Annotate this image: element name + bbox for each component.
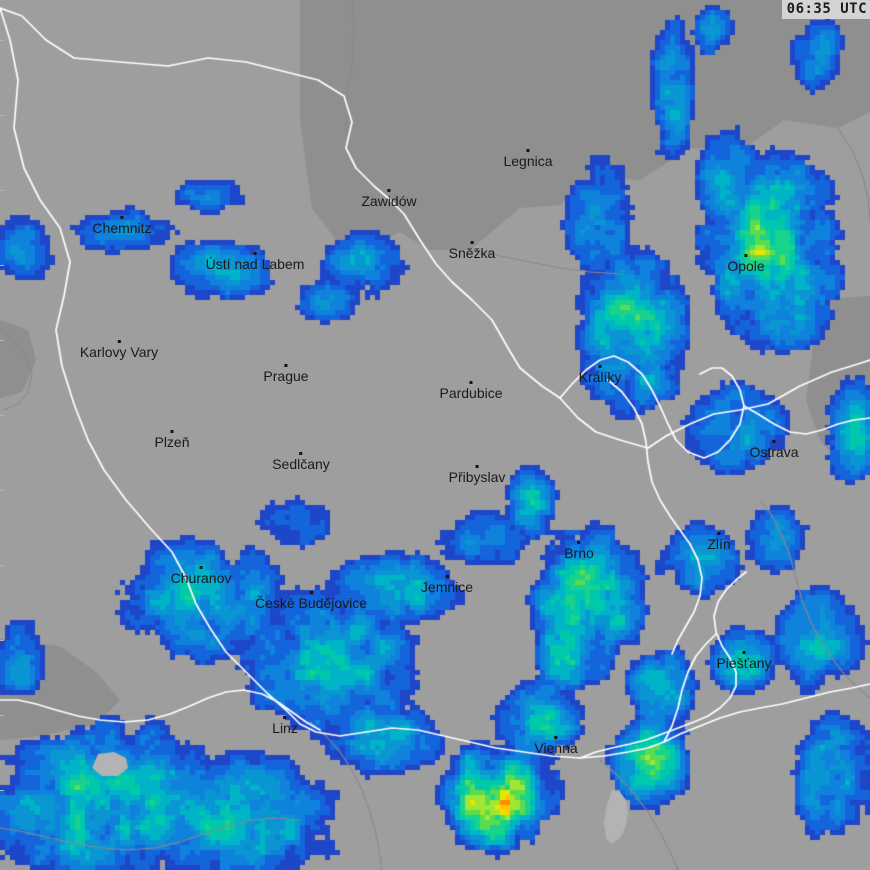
edge-tick: [0, 640, 4, 641]
city-dot-icon: [284, 364, 288, 367]
edge-tick: [0, 415, 4, 416]
city-dot-icon: [475, 465, 479, 468]
city-marker: Legnica: [503, 149, 553, 169]
city-dot-icon: [772, 440, 776, 443]
city-label: Zawidów: [361, 193, 417, 209]
city-dot-icon: [742, 651, 746, 654]
edge-tick: [0, 490, 4, 491]
city-dot-icon: [117, 340, 121, 343]
city-dot-icon: [309, 591, 313, 594]
city-label: Karlovy Vary: [79, 344, 159, 360]
city-dot-icon: [469, 381, 473, 384]
city-label: Brno: [564, 545, 594, 561]
edge-tick: [0, 790, 4, 791]
city-marker: Pardubice: [439, 381, 503, 401]
city-marker: Karlovy Vary: [80, 340, 158, 360]
timestamp-label: 06:35 UTC: [781, 0, 870, 19]
city-dot-icon: [299, 452, 303, 455]
city-dot-icon: [577, 541, 581, 544]
city-label: Opole: [727, 258, 765, 274]
city-dot-icon: [253, 252, 257, 255]
edge-tick: [0, 715, 4, 716]
city-dot-icon: [526, 149, 530, 152]
city-marker: Plzeň: [154, 430, 190, 450]
city-label: České Budějovice: [254, 595, 368, 611]
city-dot-icon: [283, 716, 287, 719]
city-label: Pardubice: [439, 385, 503, 401]
city-marker: Ústí nad Labem: [205, 252, 305, 272]
city-label: Legnica: [503, 153, 553, 169]
city-marker: Churanov: [170, 566, 232, 586]
city-marker: Králíky: [578, 365, 622, 385]
city-dot-icon: [199, 566, 203, 569]
edge-tick: [0, 40, 4, 41]
city-label: Sedlčany: [272, 456, 330, 472]
city-label: Králíky: [578, 369, 622, 385]
city-dot-icon: [170, 430, 174, 433]
city-label: Sněžka: [448, 245, 496, 261]
city-marker: Ostrava: [749, 440, 799, 460]
edge-tick: [0, 115, 4, 116]
edge-tick: [0, 265, 4, 266]
city-label: Linz: [272, 720, 298, 736]
city-marker: Přibyslav: [448, 465, 506, 485]
city-marker: Sněžka: [448, 241, 496, 261]
city-dot-icon: [717, 532, 721, 535]
city-marker: Sedlčany: [272, 452, 330, 472]
city-label: Piešťany: [716, 655, 772, 671]
city-marker: Prague: [263, 364, 309, 384]
city-label: Prague: [263, 368, 309, 384]
city-marker: Linz: [272, 716, 298, 736]
city-marker: Chemnitz: [92, 216, 152, 236]
city-marker: Zawidów: [361, 189, 417, 209]
city-label: Ostrava: [749, 444, 799, 460]
city-dot-icon: [445, 575, 449, 578]
edge-tick: [0, 190, 4, 191]
city-dot-icon: [554, 736, 558, 739]
city-label: Vienna: [534, 740, 578, 756]
city-label: Ústí nad Labem: [205, 256, 305, 272]
edge-tick: [0, 340, 4, 341]
city-marker: České Budějovice: [255, 591, 367, 611]
city-dot-icon: [744, 254, 748, 257]
city-label: Chemnitz: [92, 220, 152, 236]
city-marker: Zlín: [707, 532, 731, 552]
city-dot-icon: [598, 365, 602, 368]
city-label: Jemnice: [420, 579, 474, 595]
city-marker: Brno: [564, 541, 594, 561]
city-label: Plzeň: [154, 434, 190, 450]
city-marker: Jemnice: [421, 575, 473, 595]
city-label: Zlín: [707, 536, 731, 552]
edge-tick: [0, 565, 4, 566]
city-marker: Vienna: [534, 736, 578, 756]
city-label: Přibyslav: [448, 469, 506, 485]
city-marker: Opole: [727, 254, 765, 274]
city-label: Churanov: [170, 570, 232, 586]
city-dot-icon: [387, 189, 391, 192]
city-dot-icon: [120, 216, 124, 219]
city-marker: Piešťany: [716, 651, 772, 671]
city-dot-icon: [470, 241, 474, 244]
